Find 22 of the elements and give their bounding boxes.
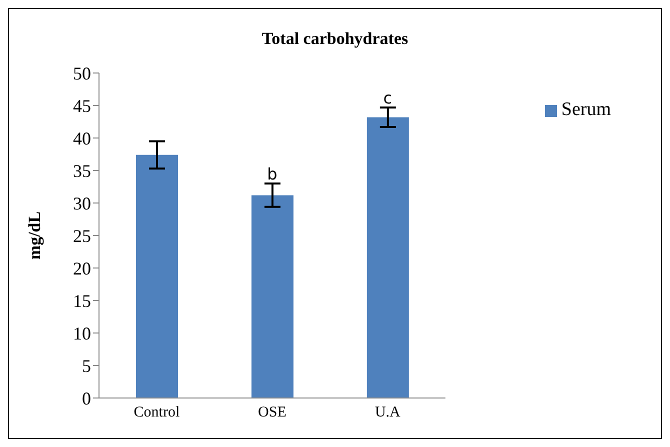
y-tick-label: 20 — [73, 258, 91, 278]
data-label: c — [383, 88, 392, 108]
y-tick-label: 10 — [73, 323, 91, 344]
bar — [251, 195, 294, 398]
y-tick-label: 5 — [82, 356, 91, 376]
x-tick-label: U.A — [374, 404, 401, 421]
y-tick-label: 25 — [73, 226, 91, 246]
legend-label: Serum — [561, 99, 611, 120]
y-tick-label: 50 — [73, 63, 91, 84]
bar — [136, 154, 178, 398]
y-tick-label: 45 — [73, 96, 91, 116]
y-tick-label: 40 — [73, 128, 91, 148]
x-tick-label: OSE — [258, 404, 286, 421]
y-tick-label: 35 — [73, 160, 91, 181]
data-label: b — [267, 164, 278, 184]
chart-title: Total carbohydrates — [260, 29, 410, 49]
x-tick-label: Control — [134, 404, 180, 421]
y-tick-label: 15 — [73, 290, 91, 311]
y-tick-label: 0 — [82, 388, 91, 408]
y-tick-label: 30 — [73, 193, 91, 214]
y-axis-title: mg/dL — [25, 211, 44, 260]
bar — [366, 117, 409, 398]
